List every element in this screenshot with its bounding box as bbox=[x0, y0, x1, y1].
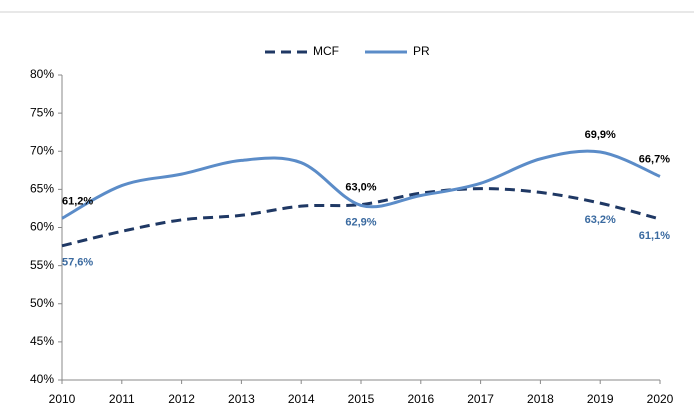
value-label: 63,0% bbox=[345, 182, 376, 194]
value-label: 66,7% bbox=[639, 153, 670, 165]
x-tick-label: 2018 bbox=[527, 392, 554, 406]
y-tick-label: 40% bbox=[30, 372, 54, 386]
value-label: 61,1% bbox=[639, 230, 670, 242]
line-series bbox=[61, 149, 661, 220]
value-label: 57,6% bbox=[62, 257, 93, 269]
value-label: 61,2% bbox=[62, 195, 93, 207]
legend-label: MCF bbox=[313, 44, 339, 58]
value-label: 69,9% bbox=[585, 129, 616, 141]
y-tick-label: 75% bbox=[30, 105, 54, 119]
x-tick-label: 2012 bbox=[168, 392, 195, 406]
line-series bbox=[61, 187, 661, 248]
y-tick-label: 65% bbox=[30, 182, 54, 196]
y-tick-label: 55% bbox=[30, 258, 54, 272]
value-label: 63,2% bbox=[585, 214, 616, 226]
x-tick-label: 2020 bbox=[647, 392, 674, 406]
x-tick-label: 2013 bbox=[228, 392, 255, 406]
x-tick-label: 2015 bbox=[348, 392, 375, 406]
x-tick-label: 2014 bbox=[288, 392, 315, 406]
y-tick-label: 45% bbox=[30, 334, 54, 348]
y-tick-label: 80% bbox=[30, 67, 54, 81]
legend-label: PR bbox=[413, 44, 430, 58]
y-tick-label: 50% bbox=[30, 296, 54, 310]
x-tick-label: 2011 bbox=[109, 392, 135, 406]
value-label: 62,9% bbox=[345, 216, 376, 228]
y-tick-label: 60% bbox=[30, 220, 54, 234]
x-tick-label: 2017 bbox=[467, 392, 494, 406]
y-tick-label: 70% bbox=[30, 143, 54, 157]
x-tick-label: 2019 bbox=[587, 392, 614, 406]
x-tick-label: 2010 bbox=[49, 392, 76, 406]
x-tick-label: 2016 bbox=[407, 392, 434, 406]
